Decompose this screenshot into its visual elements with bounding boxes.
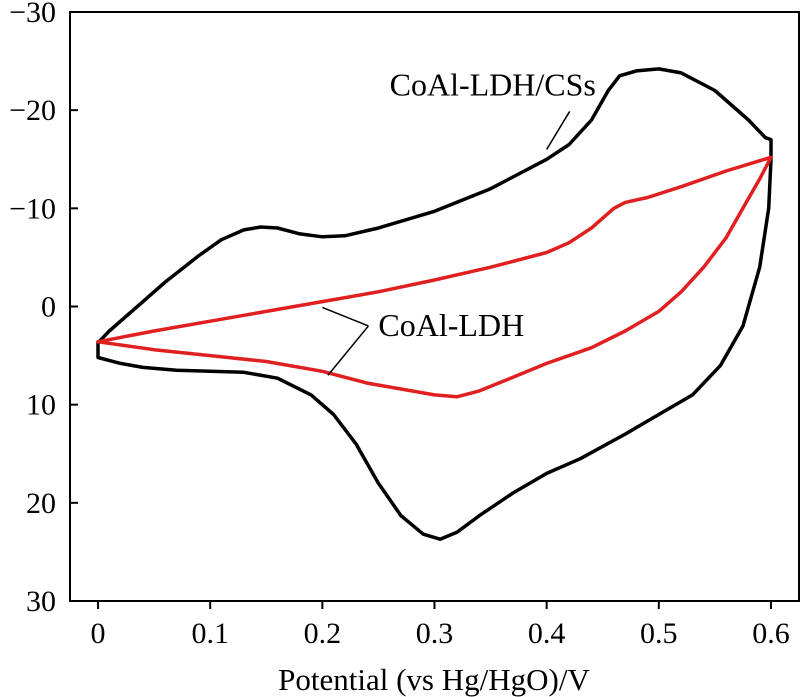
annotation-layer: CoAl-LDH/CSs CoAl-LDH [322, 66, 596, 376]
annotation-leader-line [546, 111, 571, 150]
series-layer [96, 67, 773, 541]
x-tick-label: 0.1 [191, 617, 229, 650]
x-tick-label: 0.6 [752, 617, 790, 650]
annotation-label: CoAl-LDH/CSs [390, 66, 596, 102]
x-tick-label: 0.2 [304, 617, 342, 650]
annotation-label: CoAl-LDH [378, 307, 524, 343]
y-axis: −30 −20 −10 0 10 20 30 [9, 0, 78, 618]
annotation-leader-line [322, 306, 369, 327]
x-tick-label: 0 [91, 617, 106, 650]
series-line-coal-ldh-css [96, 67, 773, 541]
y-tick-label: 10 [26, 389, 56, 422]
y-tick-label: −30 [9, 0, 56, 29]
y-tick-label: −10 [9, 192, 56, 225]
y-tick-label: 0 [41, 291, 56, 324]
x-tick-label: 0.3 [416, 617, 454, 650]
series-line-coal-ldh [96, 155, 773, 399]
y-tick-label: −20 [9, 94, 56, 127]
y-tick-label: 20 [26, 487, 56, 520]
x-tick-label: 0.4 [528, 617, 566, 650]
x-tick-label: 0.5 [640, 617, 678, 650]
x-axis-title: Potential (vs Hg/HgO)/V [278, 662, 590, 697]
x-axis: 0 0.1 0.2 0.3 0.4 0.5 0.6 [91, 601, 790, 650]
annotation-leader-line [327, 325, 370, 376]
y-tick-label: 30 [26, 585, 56, 618]
